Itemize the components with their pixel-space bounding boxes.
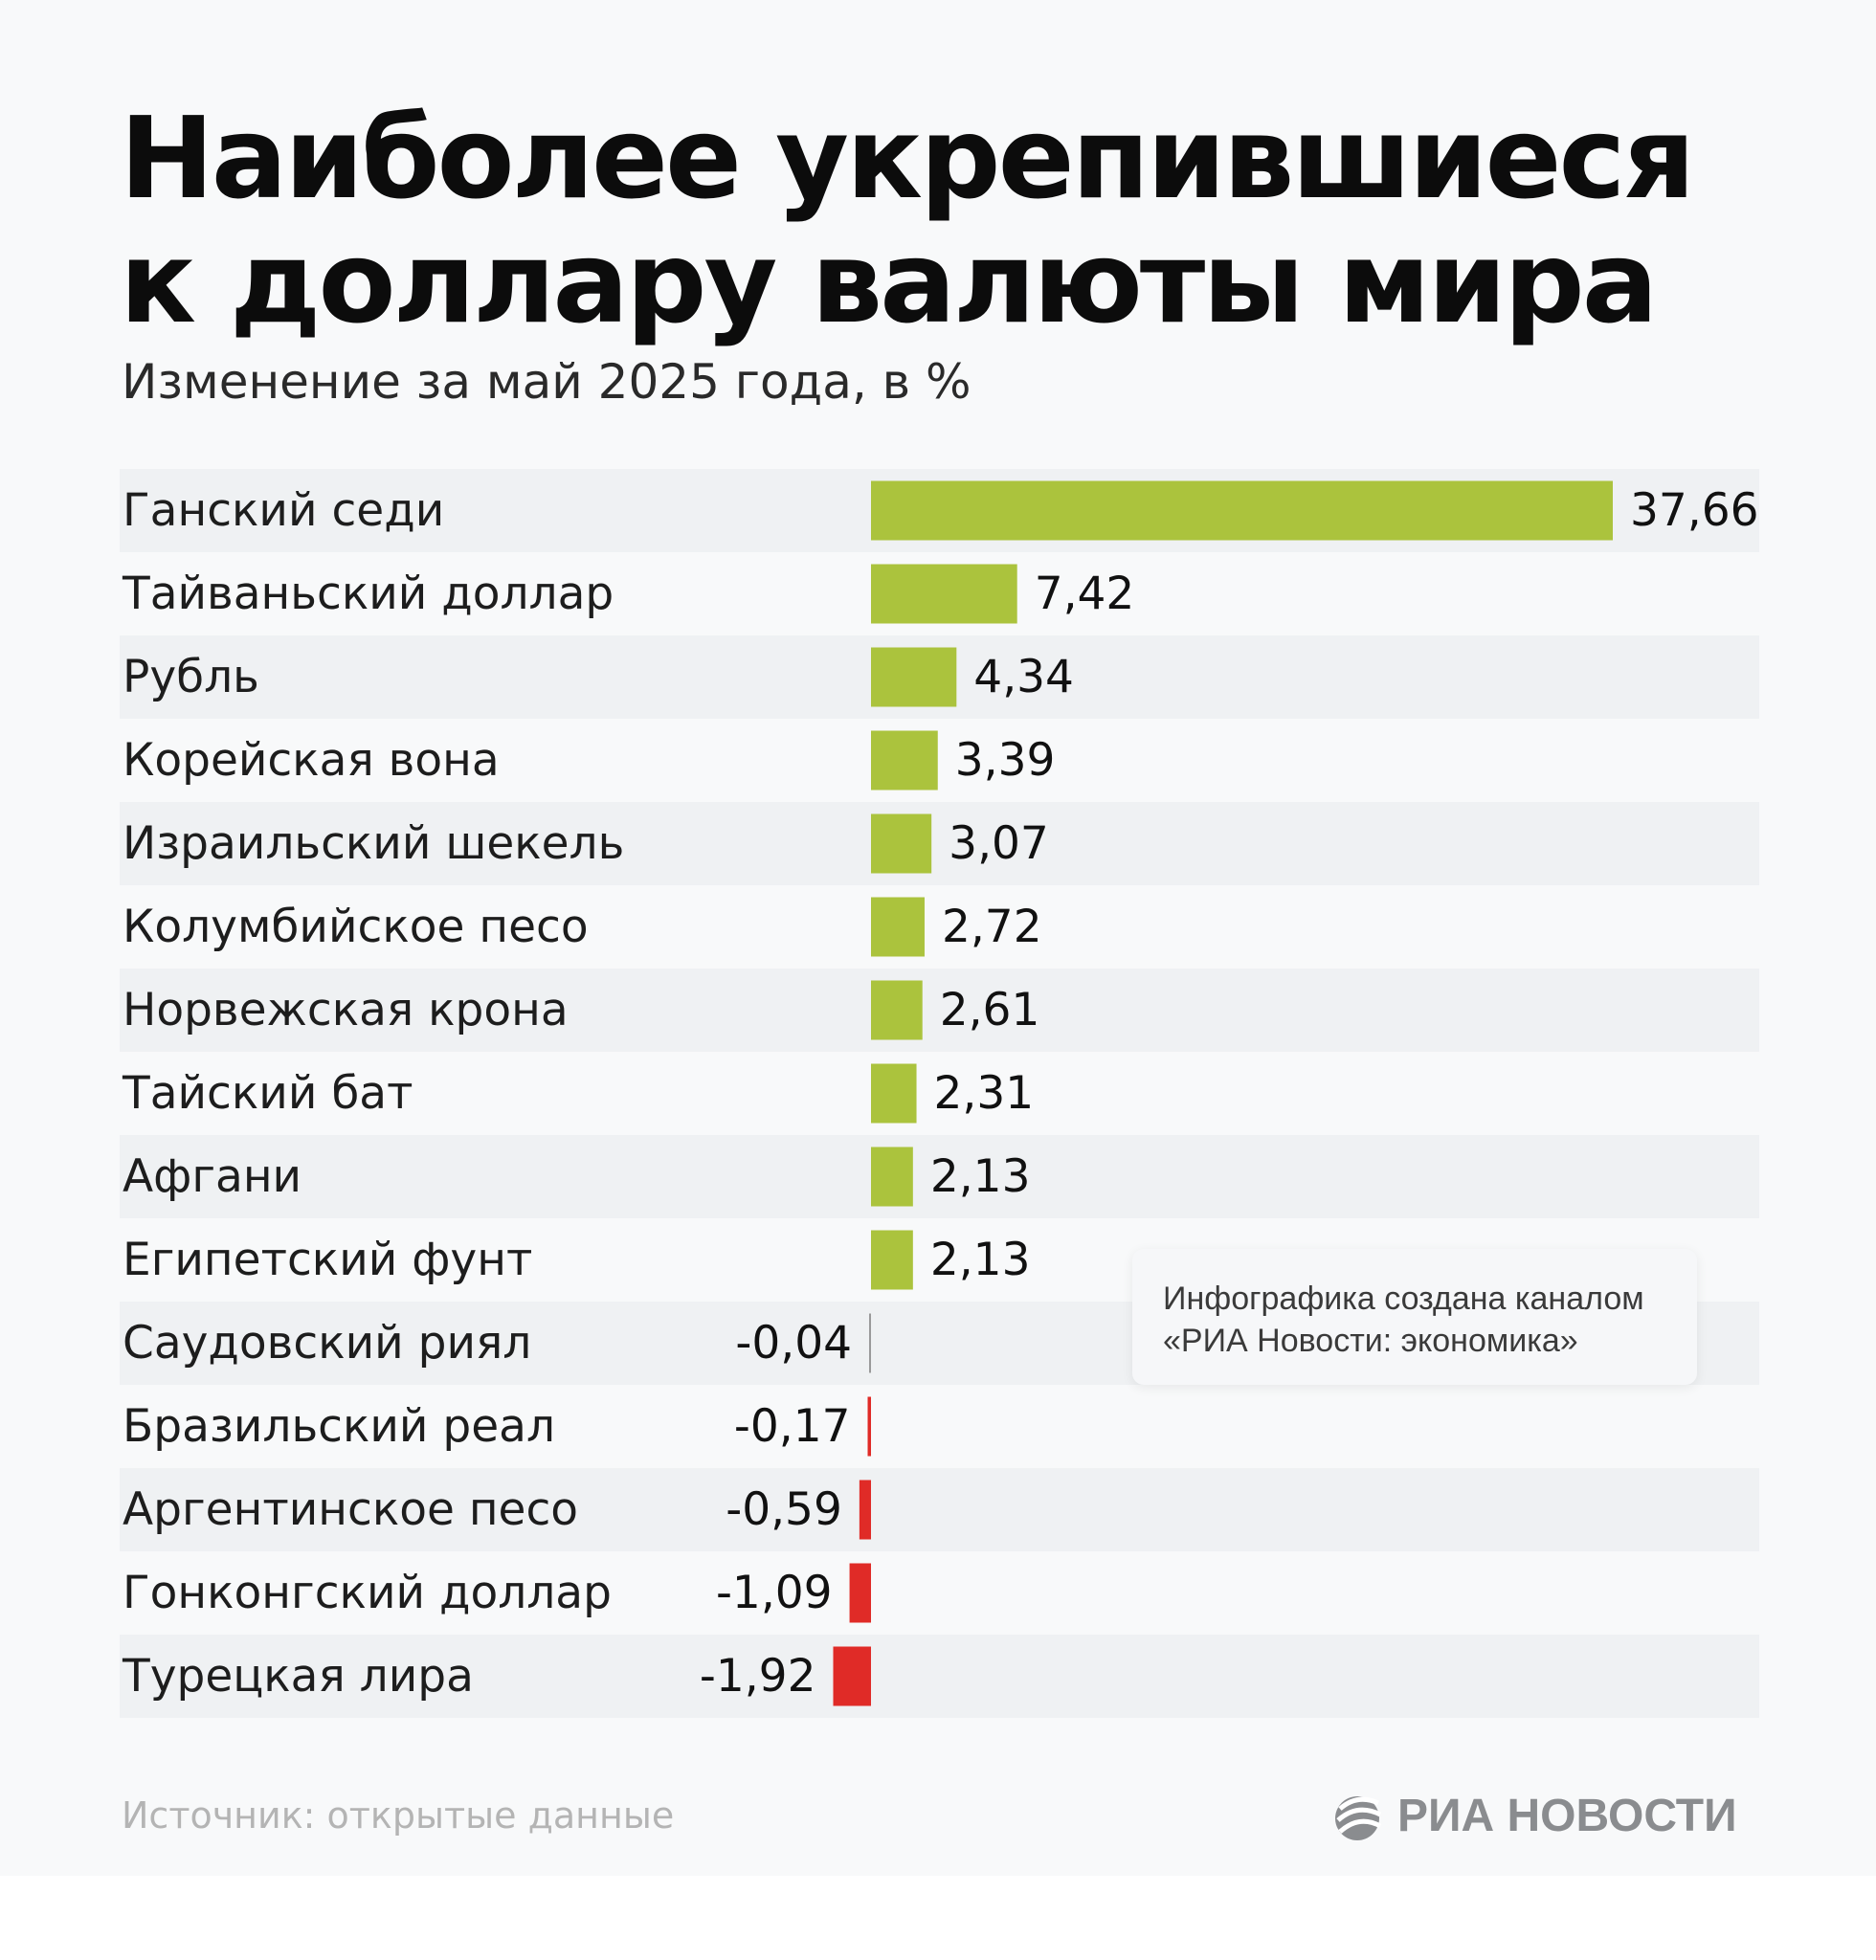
value-label: 3,39 [955,734,1056,787]
attribution-note-line-1: Инфографика создана каналом [1163,1281,1644,1317]
category-label: Колумбийское песо [123,901,589,953]
row-stripe [120,1135,1759,1218]
bar [871,813,932,874]
chart-title: Наиболее укрепившиеся к доллару валюты м… [120,96,1747,345]
bar-chart: Ганский седи 37,66 Тайваньский доллар 7,42 Р… [120,480,1759,1718]
category-label: Ганский седи [123,484,444,537]
bar [871,897,925,957]
bar [859,1480,871,1540]
category-label: Корейская вона [123,734,500,787]
bar [871,980,923,1040]
value-label: 2,61 [940,984,1040,1036]
row-stripe [120,969,1759,1052]
source-note: Источник: открытые данные [122,1794,675,1837]
value-label: 3,07 [949,817,1049,870]
chart-title-line-2: к доллару валюты мира [120,216,1658,348]
category-label: Египетский фунт [123,1234,532,1286]
category-label: Афгани [123,1150,302,1203]
infographic: Наиболее укрепившиеся к доллару валюты м… [120,96,1763,1845]
value-label: 2,13 [930,1234,1031,1286]
value-label: -0,04 [735,1317,852,1370]
bar [871,1230,913,1290]
value-label: 7,42 [1035,568,1135,620]
chart-subtitle: Изменение за май 2025 года, в % [122,354,972,410]
category-label: Норвежская крона [123,984,569,1036]
bar [871,480,1613,541]
category-label: Рубль [123,651,259,703]
bar [871,564,1017,624]
bar [871,1063,917,1124]
bar [867,1396,871,1457]
category-label: Бразильский реал [123,1400,555,1453]
ria-novosti-logo: РИА НОВОСТИ [1332,1788,1763,1845]
category-label: Тайваньский доллар [122,568,614,620]
row-stripe [120,802,1759,885]
category-label: Аргентинское песо [123,1483,578,1536]
attribution-note-line-2: «РИА Новости: экономика» [1163,1323,1578,1359]
bar [871,647,957,707]
bar [871,730,938,791]
bar [849,1563,871,1623]
bar [833,1646,871,1706]
bar [871,1147,913,1207]
value-label: -0,17 [734,1400,851,1453]
value-label: -0,59 [726,1483,842,1536]
value-label: 2,72 [942,901,1042,953]
value-label: 4,34 [973,651,1074,703]
value-label: 2,31 [934,1067,1035,1120]
category-label: Гонконгский доллар [123,1567,612,1619]
attribution-note: Инфографика создана каналом «РИА Новости… [1132,1249,1697,1385]
bar [869,1313,871,1373]
row-stripe [120,1635,1759,1718]
category-label: Турецкая лира [122,1650,474,1703]
category-label: Саудовский риял [123,1317,531,1370]
value-label: -1,92 [700,1650,816,1703]
value-label: -1,09 [716,1567,833,1619]
logo-text: РИА НОВОСТИ [1397,1791,1737,1841]
ria-logo-icon [1335,1796,1382,1840]
category-label: Тайский бат [122,1067,413,1120]
row-stripe [120,1468,1759,1551]
value-label: 2,13 [930,1150,1031,1203]
category-label: Израильский шекель [123,817,624,870]
chart-title-line-1: Наиболее укрепившиеся [120,92,1695,224]
value-label: 37,66 [1630,484,1759,537]
